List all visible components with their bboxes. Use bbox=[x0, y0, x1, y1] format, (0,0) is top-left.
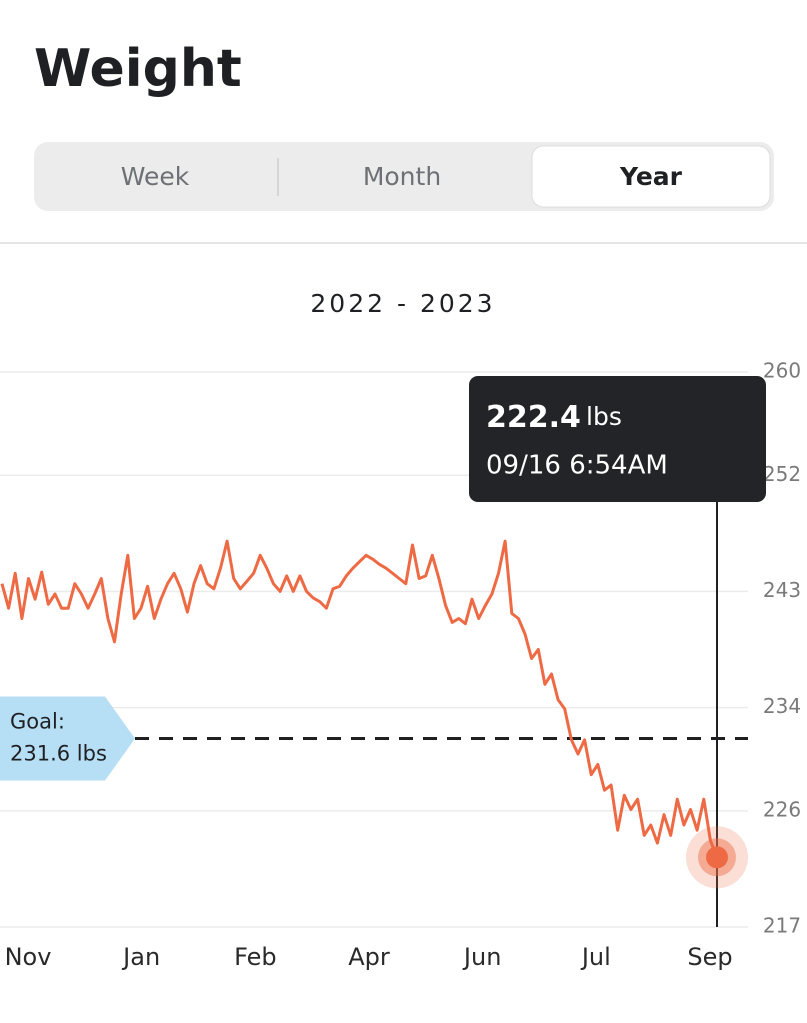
selected-point bbox=[706, 846, 728, 869]
x-tick-label: Jul bbox=[580, 943, 611, 971]
tooltip-unit: lbs bbox=[586, 402, 622, 431]
y-tick-label: 226 bbox=[763, 797, 801, 821]
selected-segment bbox=[531, 145, 771, 208]
page-title: Weight bbox=[34, 39, 242, 99]
goal-value: 231.6 lbs bbox=[10, 742, 107, 766]
x-tick-label: Feb bbox=[234, 943, 277, 971]
y-tick-label: 234 bbox=[763, 694, 801, 718]
y-tick-label: 252 bbox=[763, 462, 801, 486]
y-tick-label: 260 bbox=[763, 359, 801, 383]
tooltip-time: 09/16 6:54AM bbox=[486, 451, 668, 481]
x-tick-label: Jun bbox=[462, 943, 502, 971]
x-tick-label: Sep bbox=[687, 943, 732, 971]
tooltip-weight: 222.4 lbs bbox=[486, 400, 622, 435]
chart: 260 252 243 234 226 217 Nov Jan Feb Apr Jun Jul Sep G… bbox=[0, 359, 801, 971]
tab-week[interactable]: Week bbox=[121, 162, 190, 191]
goal-badge bbox=[0, 696, 135, 781]
y-tick-label: 217 bbox=[763, 914, 801, 938]
goal-label: Goal: bbox=[10, 710, 65, 734]
chart-subtitle: 2022 - 2023 bbox=[310, 289, 495, 318]
x-tick-label: Apr bbox=[348, 943, 390, 971]
tooltip-value: 222.4 bbox=[486, 400, 581, 435]
tab-year[interactable]: Year bbox=[619, 162, 683, 191]
weight-line bbox=[0, 539, 719, 858]
tooltip-box bbox=[469, 376, 766, 502]
x-tick-label: Jan bbox=[121, 943, 160, 971]
x-tick-label: Nov bbox=[5, 943, 52, 971]
y-tick-label: 243 bbox=[763, 578, 801, 602]
tab-month[interactable]: Month bbox=[363, 162, 441, 191]
